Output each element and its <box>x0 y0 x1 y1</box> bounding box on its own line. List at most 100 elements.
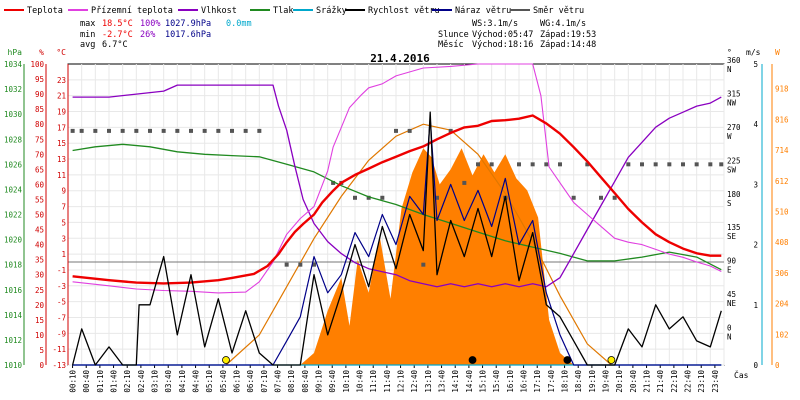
wind-dir-point <box>681 162 685 167</box>
x-tick-label: 07:40 <box>274 370 283 393</box>
x-tick-label: 01:40 <box>110 370 119 393</box>
wind-dir-point <box>148 128 152 133</box>
temperature-axis-tick: 19 <box>57 108 66 117</box>
stat-avg-temp: 6.7°C <box>102 40 128 50</box>
sunrise-marker <box>222 356 230 364</box>
info-wg: WG:4.1m/s <box>540 19 586 29</box>
pressure-axis-tick: 1010 <box>4 361 23 370</box>
pressure-axis-tick: 1034 <box>4 60 23 69</box>
humidity-axis-tick: 40 <box>35 241 45 250</box>
wind-speed-line <box>71 111 722 366</box>
wind-dir-point <box>462 180 467 185</box>
wind-dir-tick-label: N <box>727 65 732 74</box>
temperature-axis-tick: -7 <box>57 313 66 322</box>
temperature-axis-tick: -5 <box>57 298 66 307</box>
wind-dir-point <box>257 128 262 133</box>
humidity-axis-tick: 30 <box>35 271 45 280</box>
wind-dir-tick: 180 <box>727 190 741 199</box>
x-tick-label: 10:10 <box>342 370 351 393</box>
solar-radiation-area <box>300 148 574 365</box>
x-tick-label: 17:40 <box>547 370 556 393</box>
x-tick-label: 20:40 <box>629 370 638 393</box>
wind-dir-tick-label: N <box>727 333 732 342</box>
humidity-axis-tick: 70 <box>35 150 45 159</box>
wind-dir-point <box>667 162 672 167</box>
wind-dir-point <box>719 162 724 167</box>
x-tick-label: 14:40 <box>465 370 474 393</box>
humidity-axis-tick: 85 <box>35 105 44 114</box>
wind-dir-tick-label: NE <box>727 299 737 308</box>
x-tick-label: 09:40 <box>328 370 337 393</box>
legend-label-7: Směr větru <box>533 6 584 16</box>
humidity-axis-tick: 95 <box>35 75 44 84</box>
wind-dir-point <box>353 195 357 200</box>
x-tick-label: 08:10 <box>287 370 296 393</box>
wind-dir-point <box>558 162 562 167</box>
humidity-axis-tick: 45 <box>35 226 44 235</box>
wind-dir-point <box>407 128 412 133</box>
moonrise-marker <box>563 356 572 364</box>
wind-dir-tick-label: E <box>727 266 732 275</box>
x-tick-label: 13:10 <box>424 370 433 393</box>
info-moon-rise: Východ:18:16 <box>472 40 533 50</box>
humidity-axis-tick: 10 <box>35 331 45 340</box>
wind-dir-point <box>243 128 248 133</box>
wind-dir-point <box>107 128 111 133</box>
wind-speed-tick: 5 <box>753 60 758 69</box>
x-axis-unit: Čas <box>734 369 749 380</box>
x-tick-label: 11:10 <box>369 370 378 393</box>
wind-dir-point <box>708 162 713 167</box>
humidity-axis-tick: 35 <box>35 256 44 265</box>
x-tick-label: 09:10 <box>315 370 324 393</box>
humidity-axis-tick: 80 <box>35 120 45 129</box>
wind-dir-point <box>517 162 521 167</box>
humidity-axis-tick: 50 <box>35 211 45 220</box>
wind-dir-point <box>134 128 139 133</box>
legend-label-6: Náraz větru <box>455 6 511 16</box>
humidity-axis-tick: 55 <box>35 195 44 204</box>
x-tick-label: 02:40 <box>137 370 146 393</box>
wind-dir-tick-label: W <box>727 132 732 141</box>
stat-max-pres: 1027.9hPa <box>165 19 211 29</box>
humidity-axis-tick: 20 <box>35 301 45 310</box>
humidity-axis-tick: 0 <box>39 361 44 370</box>
x-tick-label: 07:10 <box>260 370 269 393</box>
temperature-axis-tick: 17 <box>57 123 66 132</box>
stat-min-label: min <box>80 30 95 40</box>
legend-label-3: Tlak <box>273 6 293 16</box>
temperature-line <box>72 114 722 285</box>
wind-dir-tick-label: S <box>727 199 732 208</box>
temperature-axis-unit: °C <box>56 48 66 57</box>
x-tick-label: 05:40 <box>219 370 228 393</box>
x-tick-label: 00:10 <box>69 370 78 393</box>
temperature-axis-tick: -9 <box>57 329 66 338</box>
x-tick-label: 05:10 <box>205 370 214 393</box>
legend-label-0: Teplota <box>27 6 63 16</box>
sunset-marker <box>607 356 616 364</box>
stat-max-temp: 18.5°C <box>102 19 133 29</box>
humidity-axis-tick: 60 <box>35 180 45 189</box>
solar-tick: 816 <box>775 115 789 124</box>
temperature-axis-tick: 5 <box>61 218 66 227</box>
x-tick-label: 04:10 <box>178 370 187 393</box>
legend: Teplota Přízemní teplota Vlhkost Tlak Srážky… <box>4 6 584 16</box>
wind-dir-point <box>175 128 180 133</box>
stat-max-hum: 100% <box>140 19 160 29</box>
wind-dir-point <box>298 262 303 267</box>
x-tick-label: 18:10 <box>561 370 570 393</box>
info-block: WS:3.1m/s WG:4.1m/s Slunce Východ:05:47 … <box>438 19 596 50</box>
x-tick-label: 22:10 <box>670 370 679 393</box>
wind-speed-tick: 2 <box>753 241 758 250</box>
solar-tick: 714 <box>775 146 789 155</box>
pressure-axis-tick: 1018 <box>4 261 23 270</box>
wind-dir-point <box>653 162 658 167</box>
humidity-axis-tick: 90 <box>35 90 45 99</box>
wind-dir-tick: 90 <box>727 257 737 266</box>
x-tick-label: 17:10 <box>533 370 542 393</box>
wind-dir-tick: 45 <box>727 290 736 299</box>
chart-title: 21.4.2016 <box>370 52 430 65</box>
stat-max-rain: 0.0mm <box>226 19 252 29</box>
x-tick-label: 12:40 <box>410 370 419 393</box>
x-tick-label: 04:40 <box>192 370 201 393</box>
wind-dir-point <box>120 128 125 133</box>
